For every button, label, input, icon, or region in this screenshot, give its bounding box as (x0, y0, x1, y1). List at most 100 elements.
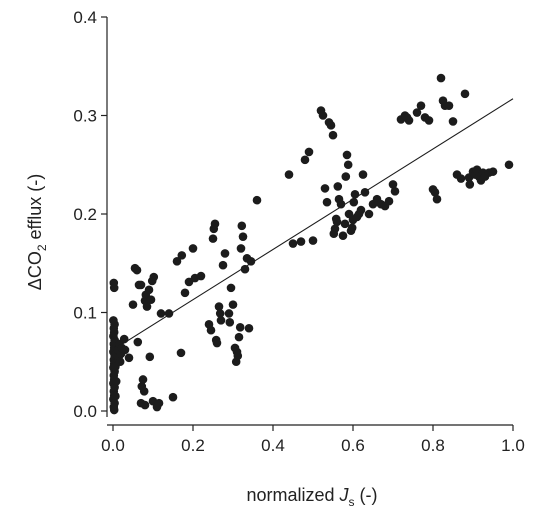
data-point (136, 280, 146, 290)
data-point (226, 283, 236, 293)
data-point (119, 334, 129, 344)
axes: 0.0 0.1 0.2 0.3 0.4 0.0 0.2 0.4 0.6 0.8 1.0 (73, 8, 524, 455)
data-point (172, 256, 182, 266)
data-point (328, 130, 338, 140)
data-point (237, 221, 247, 231)
y-axis-label: ΔCO2 efflux (-) (25, 174, 49, 290)
data-point (154, 398, 164, 408)
data-point (326, 121, 336, 130)
data-point (432, 194, 442, 204)
data-point (120, 345, 130, 355)
data-point (228, 300, 238, 309)
x-ticks: 0.0 0.2 0.4 0.6 0.8 1.0 (101, 425, 525, 455)
data-point (156, 309, 166, 318)
data-point (115, 357, 125, 367)
data-point (133, 337, 143, 347)
data-point (318, 111, 328, 120)
x-tick-label: 1.0 (501, 436, 525, 455)
data-point (360, 188, 370, 197)
data-point (138, 375, 148, 384)
data-point (180, 288, 190, 298)
data-point (218, 260, 228, 270)
data-point (350, 190, 360, 199)
data-point (109, 405, 119, 415)
data-point (296, 237, 306, 246)
data-point (343, 160, 353, 170)
data-point (336, 199, 346, 209)
data-point (284, 170, 294, 179)
data-point (111, 391, 120, 401)
y-ticks: 0.0 0.1 0.2 0.3 0.4 (73, 8, 107, 421)
data-point (215, 309, 225, 318)
data-point (384, 196, 394, 206)
data-point (424, 116, 434, 125)
data-point (444, 101, 454, 110)
data-point (388, 180, 398, 189)
x-tick-label: 0.8 (421, 436, 445, 455)
data-point (342, 150, 352, 160)
data-point (320, 184, 330, 193)
data-point (430, 188, 440, 197)
data-point (149, 272, 159, 282)
data-point (244, 323, 254, 333)
data-point (140, 400, 150, 410)
data-point (177, 251, 187, 260)
x-tick-label: 0.0 (101, 436, 125, 455)
y-tick-label: 0.4 (73, 8, 97, 27)
data-point (206, 325, 216, 335)
data-point (144, 285, 154, 295)
data-point (300, 155, 310, 165)
data-point (168, 392, 178, 402)
data-point (456, 174, 466, 183)
data-point (488, 167, 498, 176)
data-point (347, 223, 357, 233)
data-point (436, 73, 446, 83)
data-point (236, 244, 246, 253)
x-axis-label: normalized Js (-) (246, 485, 377, 509)
data-point (188, 244, 198, 253)
data-point (252, 195, 262, 205)
data-point (109, 283, 119, 293)
data-point (128, 300, 138, 309)
data-point (225, 318, 235, 327)
data-point (416, 101, 426, 110)
data-point (238, 232, 248, 241)
data-point (330, 224, 340, 234)
data-point (145, 352, 155, 362)
data-points (109, 73, 514, 415)
data-point (220, 249, 230, 258)
data-point (139, 387, 149, 396)
data-point (233, 351, 243, 361)
data-point (208, 234, 218, 243)
x-tick-label: 0.6 (341, 436, 365, 455)
data-point (390, 187, 400, 196)
data-point (364, 209, 374, 219)
data-point (412, 108, 422, 117)
data-point (214, 302, 224, 311)
data-point (240, 264, 250, 274)
data-point (164, 309, 174, 318)
x-tick-label: 0.4 (261, 436, 285, 455)
trendline-layer (112, 98, 514, 351)
data-point (210, 219, 220, 229)
data-point (124, 353, 134, 363)
data-point (216, 316, 226, 325)
data-point (338, 231, 348, 240)
data-point (235, 322, 245, 332)
data-point (332, 217, 342, 227)
y-tick-label: 0.1 (73, 304, 97, 323)
data-point (448, 117, 458, 126)
data-point (132, 265, 142, 275)
data-point (465, 180, 475, 189)
y-tick-label: 0.0 (73, 402, 97, 421)
plot-area (109, 73, 514, 415)
data-point (142, 302, 152, 311)
data-point (349, 197, 359, 207)
data-point (212, 338, 222, 348)
data-point (234, 332, 244, 342)
data-point (196, 271, 206, 281)
data-point (340, 219, 350, 229)
data-point (333, 182, 343, 191)
data-point (356, 205, 366, 215)
